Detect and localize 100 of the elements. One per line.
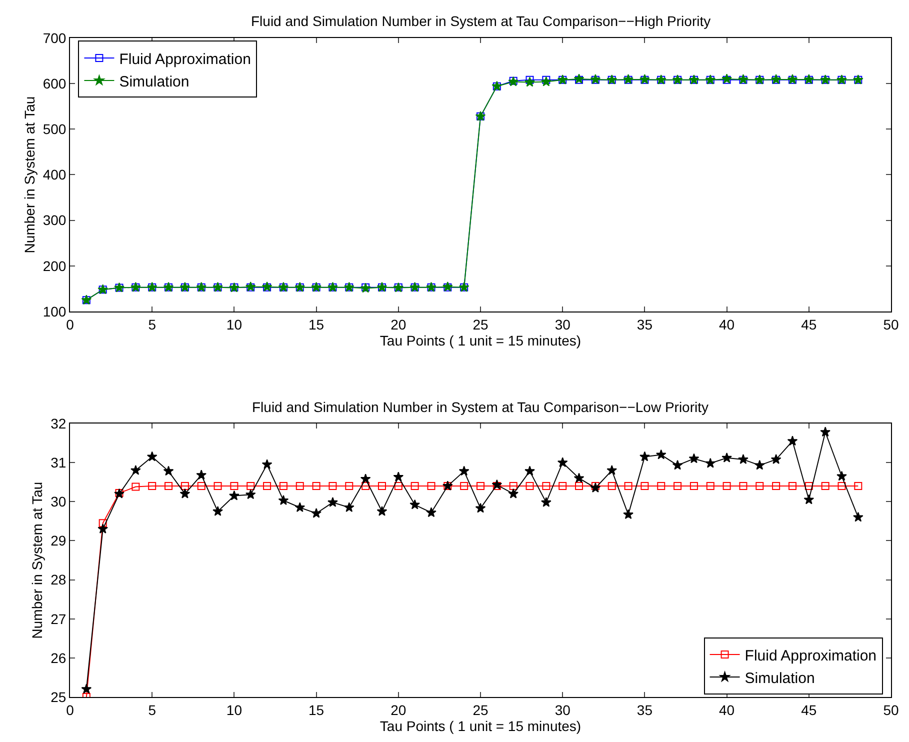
point xyxy=(378,482,386,490)
point xyxy=(804,494,814,504)
x-tick-label: 0 xyxy=(66,316,74,332)
point xyxy=(230,482,238,490)
x-tick-label: 25 xyxy=(472,702,488,718)
point xyxy=(557,457,568,468)
point xyxy=(706,482,714,490)
point xyxy=(640,482,649,490)
point xyxy=(608,482,616,490)
x-tick-label: 40 xyxy=(719,702,735,718)
point xyxy=(278,495,289,505)
point xyxy=(722,482,731,490)
point xyxy=(376,506,388,516)
point xyxy=(492,482,501,490)
legend-label: Simulation xyxy=(119,73,190,90)
point xyxy=(475,502,486,513)
point xyxy=(98,524,108,534)
point xyxy=(836,470,847,481)
point xyxy=(362,482,370,490)
point xyxy=(214,482,222,490)
x-tick-label: 5 xyxy=(148,316,156,332)
point xyxy=(558,482,567,490)
point xyxy=(674,482,682,490)
point xyxy=(508,488,518,498)
point xyxy=(574,472,584,483)
point xyxy=(246,482,255,490)
point xyxy=(328,497,338,507)
point xyxy=(541,76,552,86)
y-tick-label: 29 xyxy=(50,532,66,549)
point xyxy=(772,482,780,490)
y-axis-title: Number in System at Tau xyxy=(21,96,38,254)
point xyxy=(360,474,371,484)
x-tick-label: 20 xyxy=(390,702,406,718)
point xyxy=(426,507,436,518)
point xyxy=(196,470,207,480)
x-tick-label: 15 xyxy=(308,316,324,332)
point xyxy=(262,459,272,469)
y-tick-label: 27 xyxy=(50,610,66,627)
point xyxy=(328,482,337,490)
y-tick-label: 700 xyxy=(42,30,66,46)
point xyxy=(705,458,716,468)
legend-label: Simulation xyxy=(744,670,815,687)
point xyxy=(804,482,813,490)
x-tick-label: 5 xyxy=(148,702,156,718)
y-tick-label: 25 xyxy=(50,688,66,705)
x-tick-label: 50 xyxy=(883,702,899,718)
x-tick-label: 20 xyxy=(390,316,406,332)
point xyxy=(853,512,864,522)
point xyxy=(722,452,732,462)
x-tick-label: 30 xyxy=(554,316,571,332)
x-tick-label: 35 xyxy=(636,702,653,718)
y-tick-label: 100 xyxy=(42,303,66,320)
point xyxy=(492,479,502,490)
point xyxy=(788,482,796,490)
y-tick-label: 300 xyxy=(42,212,66,228)
point xyxy=(656,449,666,460)
point xyxy=(148,482,156,490)
y-tick-label: 200 xyxy=(42,258,66,274)
point xyxy=(575,482,584,490)
point xyxy=(163,466,174,476)
point xyxy=(245,489,256,500)
x-tick-label: 10 xyxy=(226,316,242,332)
y-tick-label: 31 xyxy=(50,454,66,470)
point xyxy=(657,482,666,490)
point xyxy=(524,76,535,87)
x-tick-label: 15 xyxy=(308,702,324,718)
point xyxy=(164,482,173,490)
x-tick-label: 40 xyxy=(719,316,735,332)
legend-label: Fluid Approximation xyxy=(744,647,877,664)
point xyxy=(345,482,354,490)
x-axis-title: Tau Points ( 1 unit = 15 minutes) xyxy=(380,332,582,348)
point xyxy=(132,482,140,491)
point xyxy=(197,482,206,490)
point xyxy=(624,482,632,490)
y-tick-label: 500 xyxy=(42,121,66,138)
point xyxy=(738,454,748,464)
x-tick-label: 50 xyxy=(883,316,899,332)
x-tick-label: 0 xyxy=(66,702,74,718)
y-axis-title: Number in System at Tau xyxy=(29,482,46,639)
point xyxy=(509,482,518,490)
point xyxy=(606,464,618,475)
x-axis-title: Tau Points ( 1 unit = 15 minutes) xyxy=(380,718,582,734)
point xyxy=(672,460,683,470)
point xyxy=(296,482,304,490)
point xyxy=(688,453,700,464)
point xyxy=(739,482,748,490)
point xyxy=(427,482,436,490)
chart-title: Fluid and Simulation Number in System at Tau Comparison−−High Priority xyxy=(251,13,711,29)
point xyxy=(838,482,846,490)
x-tick-label: 10 xyxy=(226,702,242,718)
point xyxy=(180,488,190,498)
y-tick-label: 30 xyxy=(50,494,66,510)
point xyxy=(460,482,468,490)
point xyxy=(690,482,698,490)
y-tick-label: 28 xyxy=(50,572,66,588)
x-tick-label: 45 xyxy=(801,316,817,332)
point xyxy=(146,451,158,462)
point xyxy=(526,76,534,84)
legend-label: Fluid Approximation xyxy=(119,50,251,68)
point xyxy=(294,502,306,512)
